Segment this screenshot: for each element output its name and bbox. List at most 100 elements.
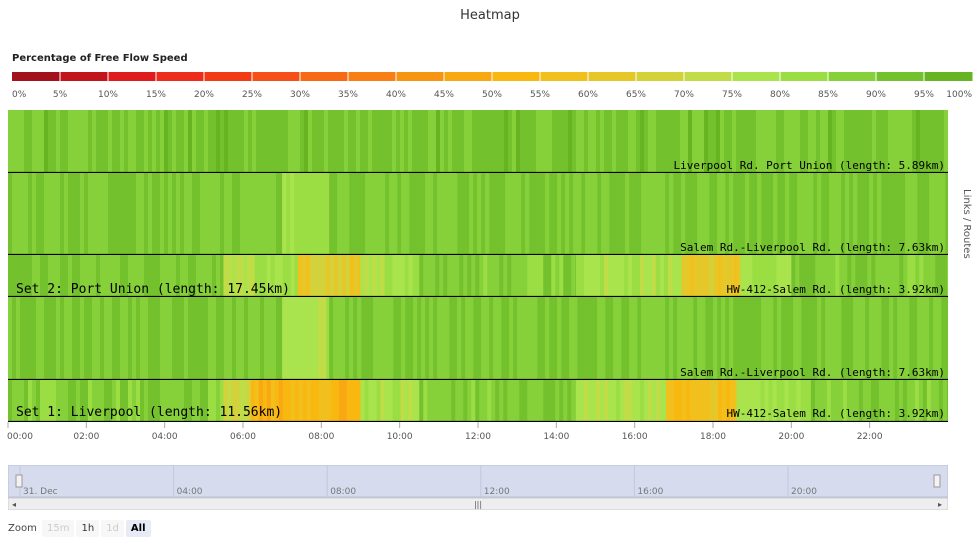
legend-tick-label: 70%: [674, 90, 694, 100]
heatmap-cell: [563, 255, 568, 297]
heatmap-cell: [693, 173, 698, 255]
heatmap-cell: [547, 255, 552, 297]
heatmap-cell: [897, 173, 902, 255]
heatmap-cell: [907, 255, 912, 297]
heatmap-cell: [180, 297, 185, 380]
heatmap-cell: [651, 380, 657, 422]
navigator-window[interactable]: [7, 464, 949, 498]
heatmap-cell: [889, 173, 894, 255]
heatmap-cell: [231, 380, 236, 422]
heatmap-cell: [284, 110, 289, 173]
heatmap-cell: [461, 173, 466, 255]
heatmap-cell: [306, 173, 311, 255]
heatmap-cell: [669, 173, 674, 255]
heatmap-cell: [830, 380, 836, 422]
heatmap-cell: [124, 110, 129, 173]
heatmap-cell: [706, 380, 711, 422]
heatmap-cell: [28, 173, 33, 255]
navigator-track[interactable]: 31. Dec 04:00 08:00 12:00 16:00 20:00 ◂ ▸ |||: [7, 464, 949, 511]
heatmap-cell: [140, 297, 145, 380]
heatmap-cell: [286, 380, 292, 422]
heatmap-cell: [593, 173, 598, 255]
navigator-left-handle[interactable]: [15, 474, 23, 488]
heatmap-cell: [485, 173, 490, 255]
heatmap-cell: [900, 110, 905, 173]
scrollbar-grip-icon[interactable]: |||: [474, 500, 482, 509]
heatmap-cell: [816, 110, 821, 173]
heatmap-cell: [885, 173, 890, 255]
heatmap-cell: [805, 297, 810, 380]
heatmap-cell: [136, 380, 141, 422]
navigator-right-handle[interactable]: [933, 474, 941, 488]
heatmap-cell: [243, 380, 248, 422]
heatmap-cell: [575, 255, 577, 297]
heatmap-cell: [579, 255, 585, 297]
heatmap-cell: [188, 297, 193, 380]
heatmap-cell: [807, 255, 812, 297]
x-tick-label: 16:00: [621, 432, 648, 442]
heatmap-cell: [216, 255, 221, 297]
heatmap-cell: [520, 110, 525, 173]
heatmap-cell: [553, 173, 558, 255]
heatmap-cell: [525, 173, 530, 255]
heatmap-cell: [613, 173, 618, 255]
heatmap-cell: [104, 110, 109, 173]
heatmap-cell: [224, 110, 229, 173]
heatmap-cell: [56, 297, 61, 380]
heatmap-cell: [855, 255, 860, 297]
heatmap-cell: [412, 110, 417, 173]
heatmap-cell: [160, 173, 165, 255]
heatmap-cell: [487, 255, 492, 297]
heatmap-cell: [861, 297, 866, 380]
heatmap-cell: [312, 110, 317, 173]
heatmap-plot[interactable]: [8, 110, 948, 422]
zoom-button-1h[interactable]: 1h: [76, 520, 100, 537]
navigator-tick-label: 08:00: [330, 487, 356, 497]
heatmap-cell: [587, 255, 593, 297]
heatmap-cell: [846, 380, 852, 422]
zoom-button-15m[interactable]: 15m: [42, 520, 75, 537]
zoom-label: Zoom: [8, 523, 37, 534]
scroll-right-icon[interactable]: ▸: [938, 500, 942, 509]
heatmap-row: [8, 173, 948, 255]
heatmap-cell: [709, 173, 714, 255]
heatmap-cell: [597, 297, 602, 380]
heatmap-cell: [645, 297, 650, 380]
heatmap-cell: [88, 110, 93, 173]
heatmap-cell: [837, 297, 842, 380]
heatmap-cell: [808, 380, 812, 422]
heatmap-cell: [432, 110, 437, 173]
heatmap-row: [8, 110, 948, 173]
heatmap-cell: [223, 255, 228, 297]
heatmap-cell: [545, 173, 550, 255]
heatmap-cell: [397, 297, 402, 380]
navigator-tick-label: 20:00: [791, 487, 817, 497]
heatmap-cell: [396, 110, 401, 173]
navigator[interactable]: 31. Dec 04:00 08:00 12:00 16:00 20:00 ◂ ▸ |||: [7, 464, 949, 511]
heatmap-cell: [262, 255, 268, 297]
heatmap-cell: [633, 297, 638, 380]
scroll-left-icon[interactable]: ◂: [12, 500, 16, 509]
heatmap-cell: [108, 297, 113, 380]
heatmap-cell: [278, 380, 284, 422]
zoom-button-All[interactable]: All: [125, 520, 151, 537]
heatmap-cell: [918, 380, 924, 422]
heatmap-cell: [485, 297, 490, 380]
heatmap-cell: [639, 255, 645, 297]
legend-tick-label: 75%: [722, 90, 742, 100]
heatmap-cell: [925, 297, 930, 380]
heatmap-cell: [495, 380, 500, 422]
heatmap-cell: [913, 173, 918, 255]
heatmap-cell: [925, 173, 930, 255]
heatmap-cell: [192, 380, 197, 422]
heatmap-cell: [885, 297, 890, 380]
heatmap-cell: [643, 380, 649, 422]
heatmap-cell: [342, 380, 348, 422]
heatmap-cell: [872, 110, 877, 173]
zoom-button-1d[interactable]: 1d: [101, 520, 124, 537]
heatmap-cell: [725, 173, 730, 255]
heatmap-cell: [919, 255, 924, 297]
heatmap-cell: [858, 380, 864, 422]
legend-swatch: [684, 72, 733, 81]
heatmap-cell: [243, 255, 248, 297]
